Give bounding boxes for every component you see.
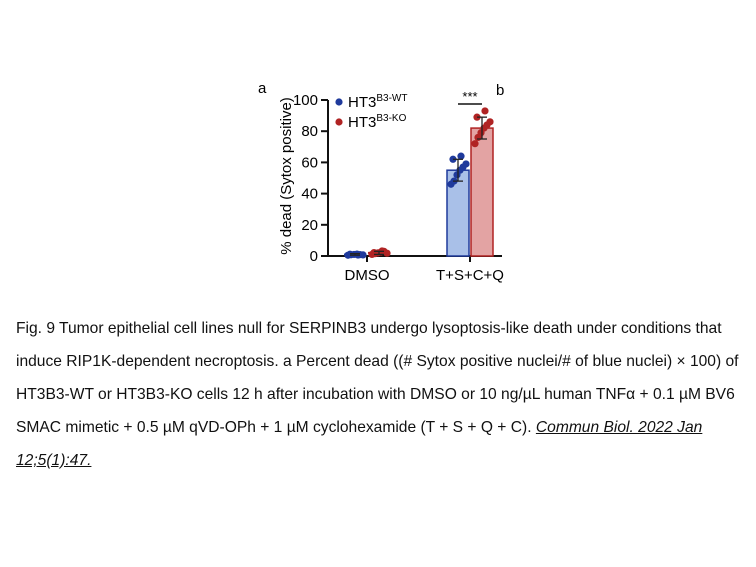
- legend: HT3B3-WT HT3B3-KO: [335, 93, 407, 131]
- y-tick-label: 20: [301, 217, 318, 234]
- axes: 0 20 40 60 80 100 DMSO T+S+C+Q: [293, 92, 504, 284]
- x-tick-label: DMSO: [345, 267, 390, 284]
- data-point: [481, 107, 489, 115]
- significance-stars: ***: [462, 89, 477, 104]
- bar: [470, 127, 494, 257]
- data-point: [486, 118, 494, 126]
- data-point: [471, 140, 479, 148]
- legend-label: HT3B3-WT: [348, 93, 407, 111]
- legend-label-superscript: B3-KO: [376, 113, 406, 124]
- data-point: [462, 160, 470, 168]
- y-tick-label: 80: [301, 123, 318, 140]
- citation-link[interactable]: Commun Biol. 2022 Jan 12;5(1):47.: [16, 419, 703, 469]
- y-axis-label: % dead (Sytox positive): [278, 97, 295, 255]
- panel-label-b: b: [496, 82, 504, 99]
- legend-marker: [335, 98, 343, 106]
- legend-label: HT3B3-KO: [348, 113, 407, 131]
- bars: [344, 127, 494, 257]
- y-tick-label: 60: [301, 154, 318, 171]
- legend-label-superscript: B3-WT: [376, 93, 407, 104]
- legend-marker: [335, 118, 343, 126]
- significance-annotation: ***: [458, 89, 482, 105]
- data-point: [457, 152, 465, 160]
- error-bars: [350, 116, 487, 256]
- bar-chart: a b % dead (Sytox positive) 0 20 40 60 80 100…: [258, 80, 504, 284]
- y-tick-label: 40: [301, 186, 318, 203]
- panel-label-a: a: [258, 80, 267, 97]
- caption-text: Fig. 9 Tumor epithelial cell lines null …: [16, 320, 739, 436]
- figure-caption: Fig. 9 Tumor epithelial cell lines null …: [16, 312, 746, 477]
- y-tick-label: 100: [293, 92, 318, 109]
- y-tick-label: 0: [310, 248, 318, 265]
- x-tick-label: T+S+C+Q: [436, 267, 504, 284]
